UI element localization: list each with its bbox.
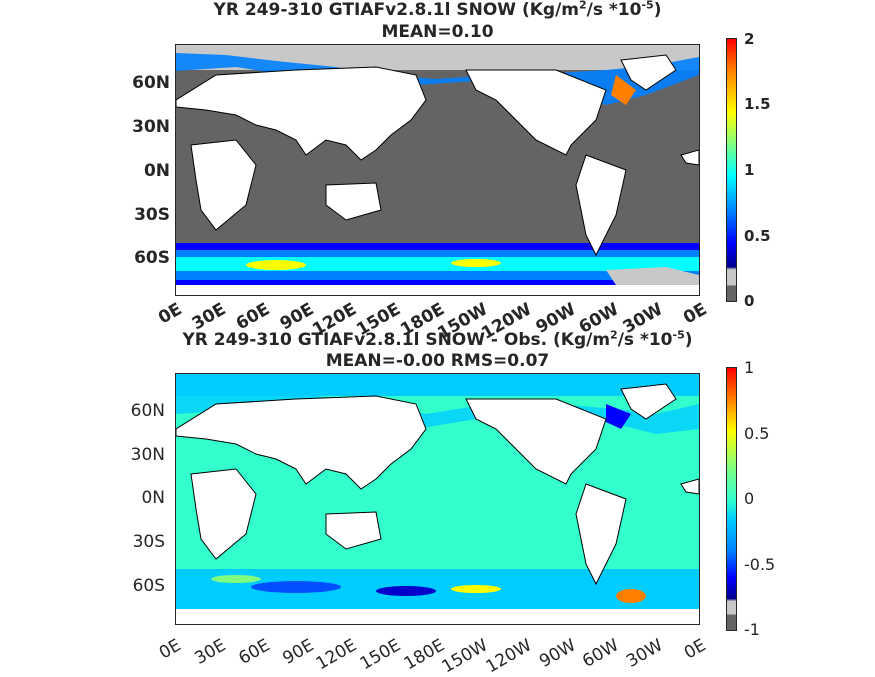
bottom-lon-label: 30E [190,635,229,669]
bottom-australia [325,511,382,550]
bottom-north-america [465,398,607,485]
bottom-title-sup1: 2 [610,328,618,342]
bottom-africa [190,468,257,560]
top-south-america [575,154,627,257]
bottom-southern-pos-1 [211,575,261,583]
bottom-lon-label: 90W [535,635,579,672]
bottom-colorbar [726,367,737,631]
top-australia [325,182,382,221]
bottom-southern-pos-2 [451,585,501,593]
top-title-mid: /s *10 [586,0,642,20]
top-africa [190,139,257,231]
bottom-lon-label: 60W [578,635,622,672]
bottom-map-canvas [176,374,699,624]
top-cbar-tick-1: 1 [744,161,755,179]
bottom-cbar-tick-1: 1 [744,358,755,377]
top-map-canvas [176,45,699,295]
bottom-southern-neg-1 [251,581,341,593]
bottom-europe-edge [680,478,699,495]
bottom-eurasia [176,395,427,490]
top-title-text: YR 249-310 GTIAFv2.8.1l SNOW (Kg/m [213,0,579,20]
bottom-lon-label: 120E [312,635,360,675]
top-title-sup1: 2 [579,0,587,12]
top-lat-30n: 30N [132,117,170,137]
top-map-mean: MEAN=0.10 [381,22,494,42]
bottom-southern-neg-2 [376,586,436,596]
bottom-continents [176,383,699,586]
bottom-lon-label: 0E [156,635,185,664]
bottom-cbar-tick-neg-1: -1 [744,620,760,639]
bottom-lon-label: 180E [400,635,448,675]
top-north-atlantic-max [611,75,636,105]
top-lat-60s: 60S [134,248,170,268]
top-title-end: ) [653,0,662,20]
top-north-snow-band [176,53,699,115]
top-cbar-tick-0-5: 0.5 [744,227,771,245]
top-southern-band-core [176,257,699,271]
bottom-south-america [575,483,627,586]
bottom-cbar-tick-neg-0-5: -0.5 [744,555,776,574]
bottom-arctic-anomaly [176,374,699,396]
bottom-lon-label: 90E [278,635,317,669]
top-colorbar [726,38,737,302]
bottom-lat-60s: 60S [132,576,165,596]
bottom-antarctica [176,609,699,624]
bottom-north-atlantic-neg [606,404,631,429]
bottom-lat-30n: 30N [130,445,165,465]
bottom-title-sup2: -5 [672,328,685,342]
bottom-cbar-tick-0-5: 0.5 [744,424,770,443]
top-lon-label: 0E [154,299,185,329]
top-lat-60n: 60N [132,73,170,93]
top-southern-max-1 [246,260,306,270]
top-map-plot [175,44,700,296]
top-lat-0n: 0N [143,161,170,181]
bottom-title-end: ) [684,330,693,350]
bottom-map-stats: MEAN=-0.00 RMS=0.07 [325,351,550,371]
top-cbar-tick-0: 0 [744,292,755,310]
top-cbar-tick-2: 2 [744,30,755,48]
bottom-lat-30s: 30S [132,532,165,552]
top-lat-30s: 30S [134,205,170,225]
top-lon-label: 0E [679,299,710,329]
bottom-lon-label: 0E [681,635,710,664]
top-map-title: YR 249-310 GTIAFv2.8.1l SNOW (Kg/m2/s *1… [175,0,700,20]
top-eurasia [176,66,427,161]
top-weddell-ice [606,267,699,285]
top-europe-edge [680,149,699,166]
top-north-america [465,69,607,156]
bottom-lat-60n: 60N [130,401,165,421]
top-antarctica [176,285,699,295]
bottom-greenland [620,383,677,420]
bottom-map-title: YR 249-310 GTIAFv2.8.1l SNOW - Obs. (Kg/… [175,328,700,350]
top-greenland [620,54,677,91]
bottom-weddell-max [616,589,646,603]
top-southern-max-2 [451,259,501,267]
bottom-title-text: YR 249-310 GTIAFv2.8.1l SNOW - Obs. (Kg/… [182,330,611,350]
top-cbar-tick-1-5: 1.5 [744,95,771,113]
bottom-lon-label: 150W [438,635,491,677]
bottom-cbar-tick-0: 0 [744,489,755,508]
bottom-lon-label: 30W [622,635,666,672]
bottom-lat-0n: 0N [141,488,165,508]
bottom-lon-label: 150E [356,635,404,675]
bottom-title-mid: /s *10 [617,330,673,350]
bottom-lon-label: 120W [482,635,535,677]
top-continents [176,54,699,257]
bottom-map-plot [175,373,700,625]
bottom-lon-label: 60E [234,635,273,669]
top-title-sup2: -5 [641,0,654,12]
